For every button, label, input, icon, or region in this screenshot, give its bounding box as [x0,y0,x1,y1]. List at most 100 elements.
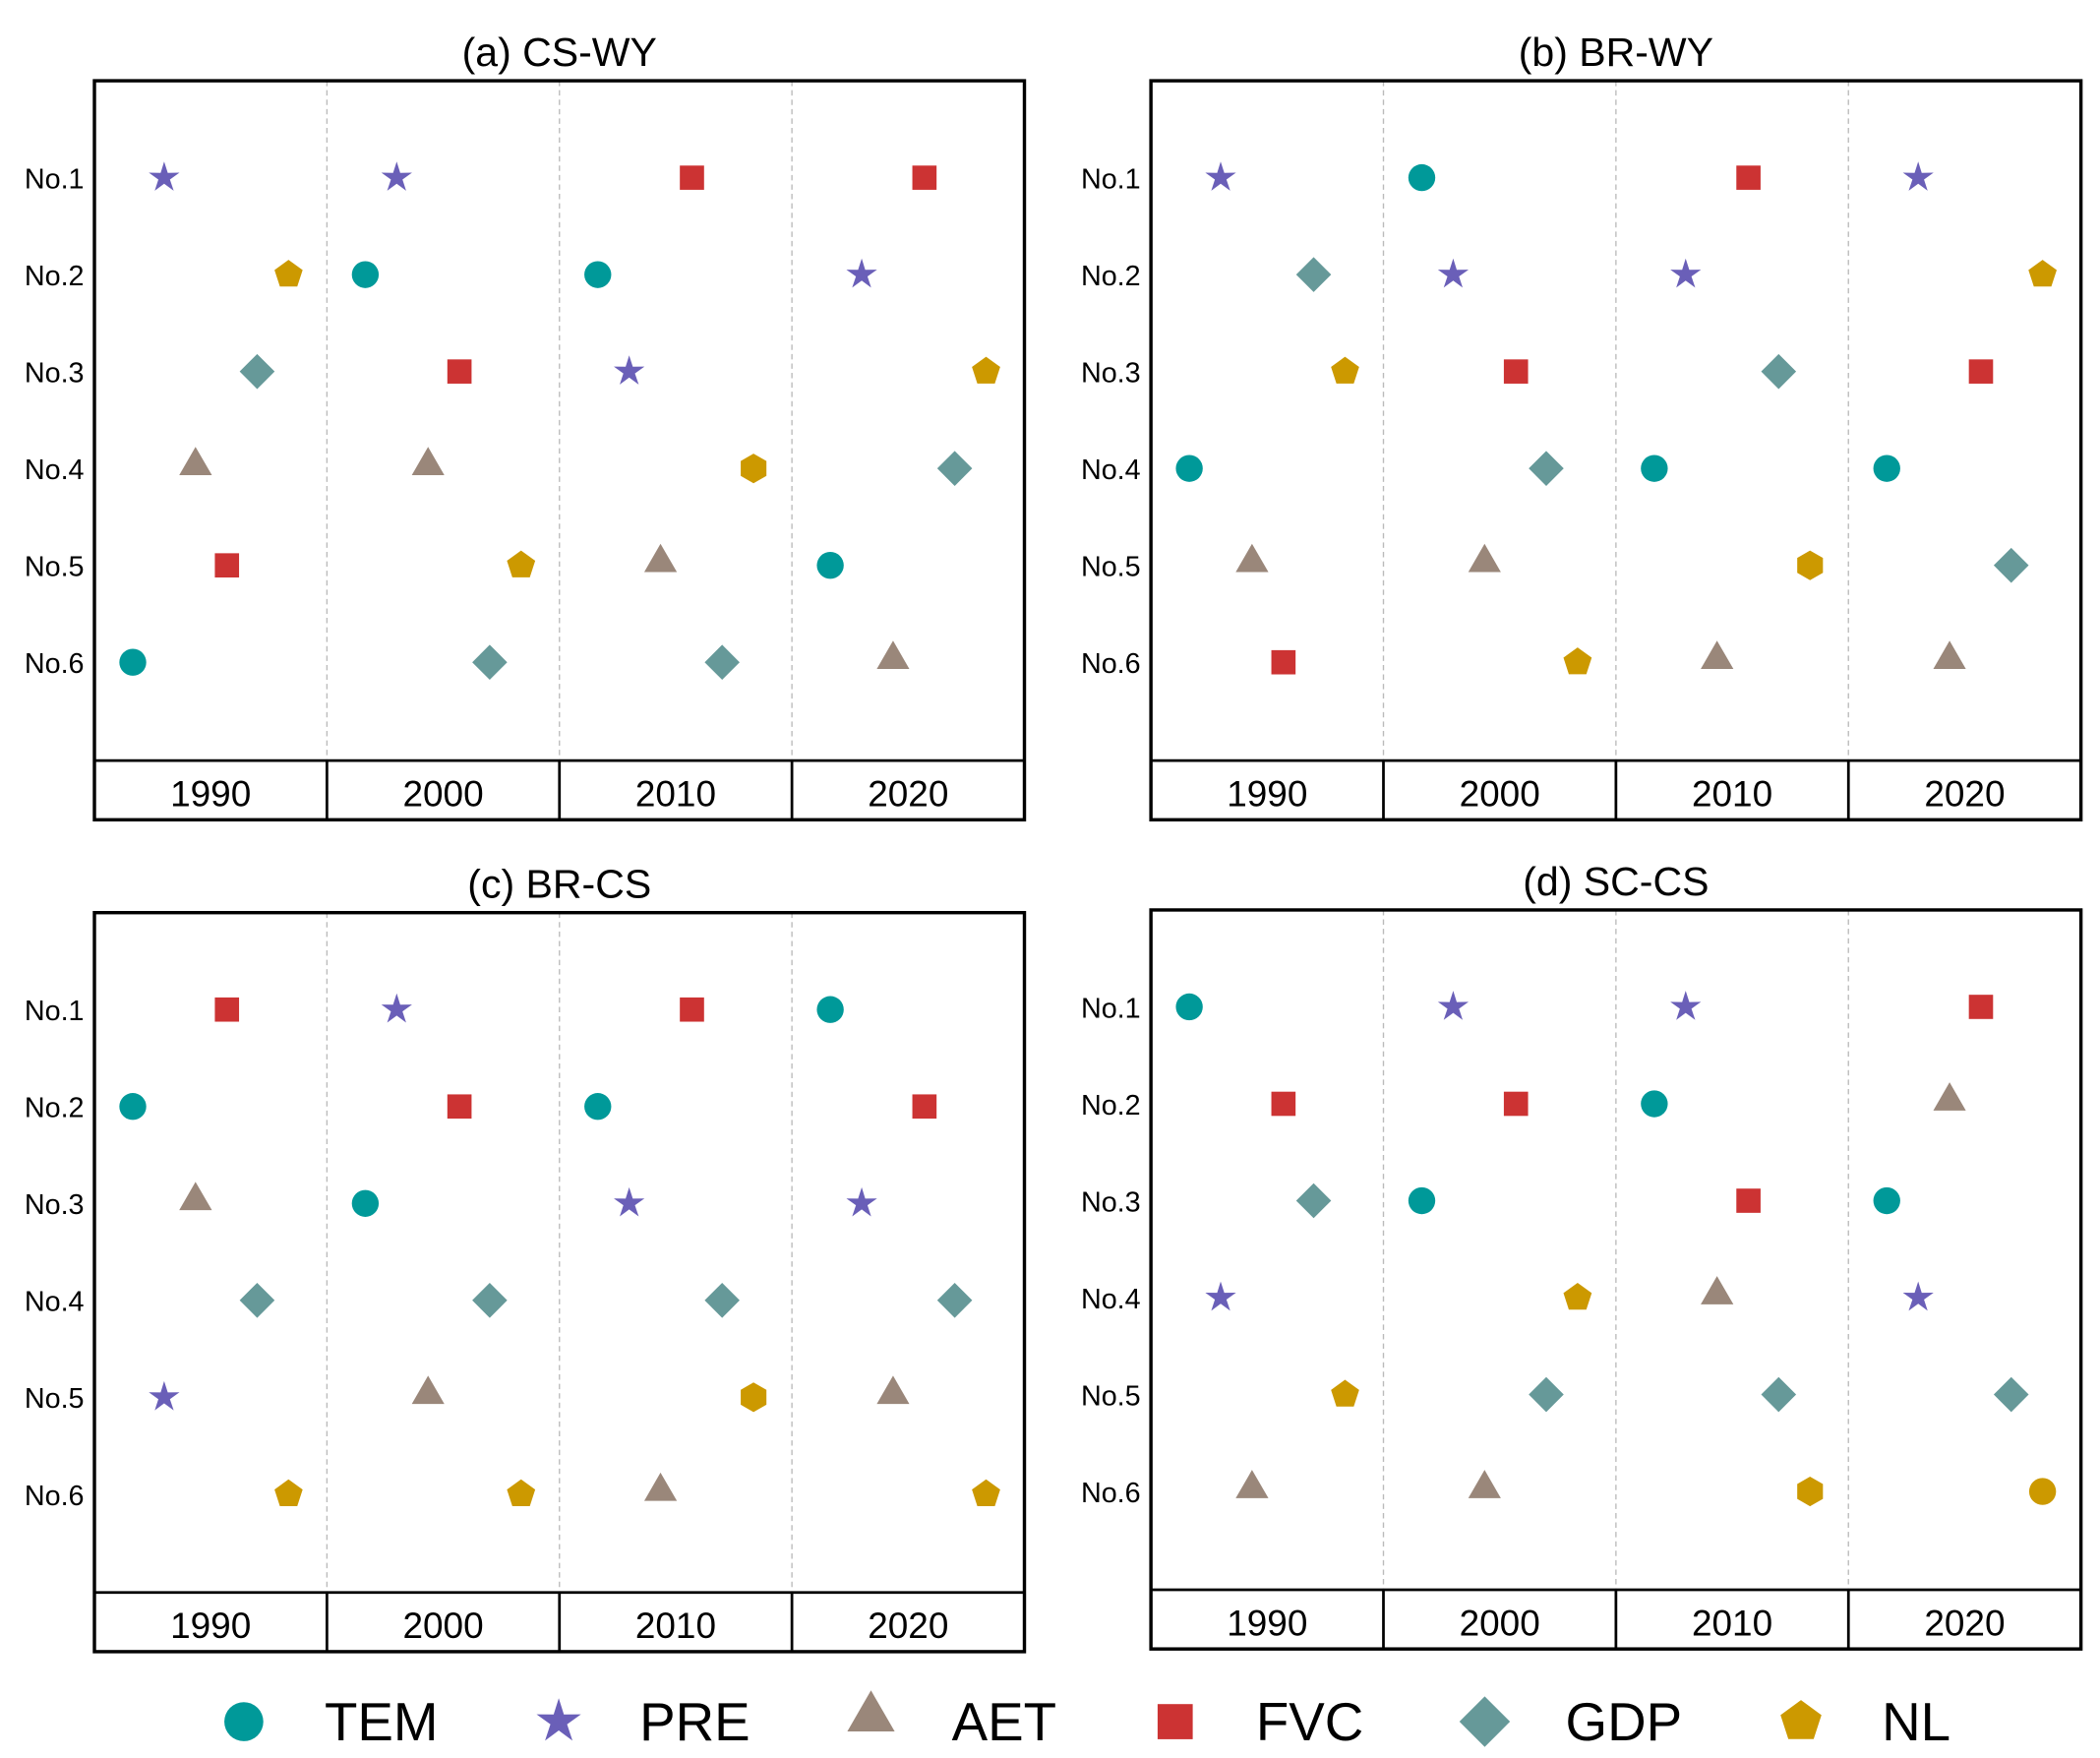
year-label: 2000 [1460,1603,1540,1643]
point-fvc-2010 [680,165,704,190]
point-pre-2020 [1902,1281,1934,1311]
year-label: 1990 [1227,774,1307,815]
legend-label-pre: PRE [639,1691,750,1752]
point-fvc-2000 [447,1094,472,1120]
point-aet-1990 [179,1182,212,1211]
point-tem-2010 [1641,1090,1668,1118]
point-tem-2000 [1408,1186,1436,1215]
rank-label: No.2 [1081,261,1141,292]
point-tem-2000 [351,1189,380,1217]
point-pre-1990 [149,1380,180,1411]
point-fvc-2020 [1968,359,1994,384]
point-nl-2000 [507,1479,536,1506]
rank-label: No.3 [25,358,85,390]
point-aet-2000 [1468,543,1501,573]
point-pre-2000 [1437,258,1470,288]
point-nl-2020 [2028,1478,2057,1505]
rank-label: No.6 [25,648,85,680]
point-gdp-2020 [1993,1376,2029,1413]
rank-label: No.6 [1081,648,1141,680]
point-gdp-1990 [239,353,275,390]
rank-label: No.2 [1081,1090,1141,1121]
legend-marker-nl [1780,1700,1822,1739]
point-fvc-2000 [1503,359,1529,384]
point-fvc-2010 [1736,1188,1761,1213]
point-nl-1990 [1331,1379,1359,1407]
point-pre-2000 [381,993,412,1023]
plot-frame [92,910,1027,1654]
point-fvc-2010 [1736,165,1761,190]
rank-label: No.5 [25,1383,85,1415]
point-gdp-2000 [472,1282,508,1318]
legend-label-fvc: FVC [1256,1691,1363,1752]
point-aet-2000 [411,447,445,476]
rank-label: No.2 [25,1093,85,1124]
rank-label: No.1 [1081,164,1141,196]
point-pre-1990 [149,161,180,191]
point-aet-2020 [1933,640,1966,670]
point-gdp-2010 [1761,353,1797,390]
point-pre-1990 [1205,161,1236,191]
point-pre-2020 [1902,161,1934,191]
panel--d-sc-cs: (d) SC-CS 1990 2000 2010 2020 No.1 No.2 No.3 No.… [1081,859,2083,1651]
rank-label: No.5 [1081,552,1141,583]
rank-label: No.4 [1081,455,1141,486]
panel--a-cs-wy: (a) CS-WY 1990 2000 2010 2020 No.1 No.2 No.3 No.… [25,30,1027,822]
point-nl-2000 [1563,647,1592,675]
point-fvc-1990 [214,997,240,1022]
year-label: 1990 [1227,1603,1307,1643]
point-nl-2010 [1797,550,1824,580]
year-label: 2000 [1460,774,1540,815]
point-gdp-2000 [472,644,508,680]
point-fvc-2020 [1968,995,1994,1019]
point-nl-2020 [972,356,1000,384]
point-pre-2000 [1437,991,1470,1020]
year-label: 2000 [402,1606,483,1646]
point-nl-1990 [1331,356,1359,384]
panel-title: (b) BR-WY [1519,30,1713,75]
plot-frame [1149,79,2083,822]
rank-label: No.3 [1081,358,1141,390]
year-label: 2010 [635,1606,716,1646]
point-pre-2020 [846,1186,877,1217]
panel--c-br-cs: (c) BR-CS 1990 2000 2010 2020 No.1 No.2 No.3 No.… [25,862,1027,1654]
point-gdp-2000 [1529,1376,1564,1413]
plot-frame [92,79,1027,822]
point-tem-2000 [1408,163,1436,192]
panel-title: (c) BR-CS [467,862,651,907]
point-gdp-2000 [1529,451,1564,486]
rank-label: No.1 [1081,993,1141,1024]
point-fvc-2020 [912,165,937,190]
rank-label: No.1 [25,164,85,196]
point-gdp-2020 [936,451,973,486]
point-tem-2020 [816,996,844,1023]
point-pre-2010 [1670,258,1702,288]
point-pre-1990 [1205,1281,1236,1311]
point-tem-2020 [816,552,844,579]
rank-label: No.6 [25,1481,85,1512]
year-label: 2020 [868,774,948,815]
point-tem-2010 [1641,455,1668,482]
point-aet-2020 [876,1375,910,1405]
legend: TEM PRE AET FVC GDP NL [224,1690,1950,1752]
point-pre-2020 [846,258,877,288]
year-label: 2010 [1692,1603,1772,1643]
rank-label: No.6 [1081,1478,1141,1509]
legend-marker-aet [847,1690,895,1732]
point-aet-1990 [1235,1470,1269,1498]
point-gdp-2020 [1993,547,2029,583]
rank-label: No.4 [25,455,85,486]
point-aet-2010 [643,543,678,573]
point-gdp-1990 [1295,1182,1332,1219]
point-tem-1990 [1175,993,1203,1021]
point-fvc-1990 [214,553,240,578]
panel-title: (a) CS-WY [462,30,657,75]
point-nl-2020 [2028,260,2057,287]
point-tem-2000 [351,261,380,288]
legend-label-nl: NL [1882,1691,1950,1752]
point-tem-1990 [119,648,147,676]
rank-label: No.5 [25,552,85,583]
point-tem-2010 [584,261,612,288]
year-label: 2020 [868,1606,948,1646]
